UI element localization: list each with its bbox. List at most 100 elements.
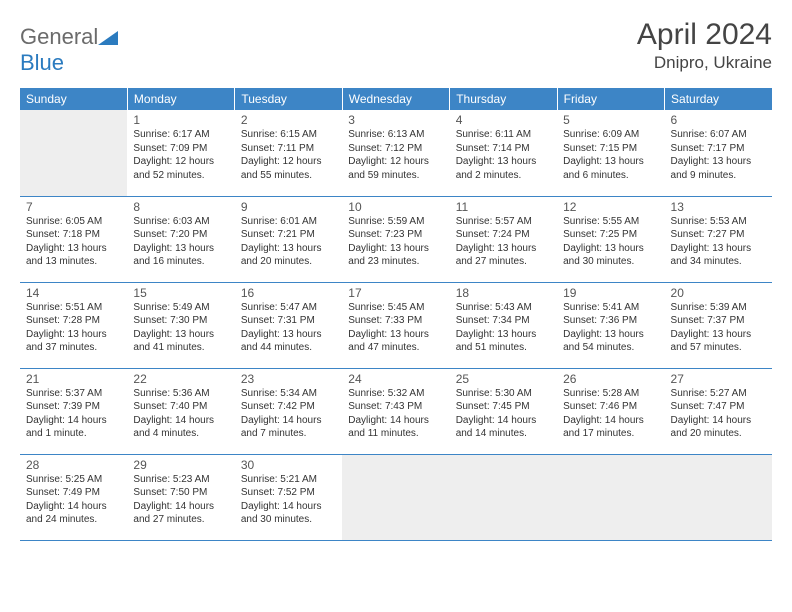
day-info: Sunrise: 5:45 AMSunset: 7:33 PMDaylight:… xyxy=(348,301,443,355)
daylight-text-1: Daylight: 14 hours xyxy=(671,414,766,428)
calendar-cell: 23Sunrise: 5:34 AMSunset: 7:42 PMDayligh… xyxy=(235,368,342,454)
day-info: Sunrise: 5:30 AMSunset: 7:45 PMDaylight:… xyxy=(456,387,551,441)
calendar-cell: 3Sunrise: 6:13 AMSunset: 7:12 PMDaylight… xyxy=(342,110,449,196)
calendar-cell: 7Sunrise: 6:05 AMSunset: 7:18 PMDaylight… xyxy=(20,196,127,282)
brand-text: GeneralBlue xyxy=(20,24,118,76)
day-info: Sunrise: 6:17 AMSunset: 7:09 PMDaylight:… xyxy=(133,128,228,182)
day-info: Sunrise: 5:23 AMSunset: 7:50 PMDaylight:… xyxy=(133,473,228,527)
daylight-text-2: and 13 minutes. xyxy=(26,255,121,269)
day-number: 6 xyxy=(671,113,766,127)
daylight-text-1: Daylight: 14 hours xyxy=(26,414,121,428)
daylight-text-1: Daylight: 13 hours xyxy=(456,155,551,169)
calendar-cell: 8Sunrise: 6:03 AMSunset: 7:20 PMDaylight… xyxy=(127,196,234,282)
daylight-text-2: and 27 minutes. xyxy=(456,255,551,269)
daylight-text-1: Daylight: 14 hours xyxy=(241,414,336,428)
calendar-cell: 28Sunrise: 5:25 AMSunset: 7:49 PMDayligh… xyxy=(20,454,127,540)
day-number: 1 xyxy=(133,113,228,127)
calendar-page: GeneralBlue April 2024 Dnipro, Ukraine S… xyxy=(0,0,792,541)
sunrise-text: Sunrise: 5:59 AM xyxy=(348,215,443,229)
sunset-text: Sunset: 7:50 PM xyxy=(133,486,228,500)
day-number: 28 xyxy=(26,458,121,472)
sunrise-text: Sunrise: 6:11 AM xyxy=(456,128,551,142)
day-number: 18 xyxy=(456,286,551,300)
dow-header: Wednesday xyxy=(342,88,449,110)
calendar-cell-empty xyxy=(557,454,664,540)
dow-header: Thursday xyxy=(450,88,557,110)
day-number: 14 xyxy=(26,286,121,300)
daylight-text-2: and 57 minutes. xyxy=(671,341,766,355)
daylight-text-2: and 44 minutes. xyxy=(241,341,336,355)
daylight-text-2: and 37 minutes. xyxy=(26,341,121,355)
daylight-text-1: Daylight: 13 hours xyxy=(563,155,658,169)
sunrise-text: Sunrise: 6:01 AM xyxy=(241,215,336,229)
sunrise-text: Sunrise: 5:55 AM xyxy=(563,215,658,229)
daylight-text-1: Daylight: 13 hours xyxy=(26,242,121,256)
daylight-text-1: Daylight: 13 hours xyxy=(456,328,551,342)
sunset-text: Sunset: 7:30 PM xyxy=(133,314,228,328)
daylight-text-1: Daylight: 13 hours xyxy=(348,328,443,342)
day-info: Sunrise: 5:57 AMSunset: 7:24 PMDaylight:… xyxy=(456,215,551,269)
daylight-text-2: and 52 minutes. xyxy=(133,169,228,183)
day-number: 3 xyxy=(348,113,443,127)
daylight-text-2: and 4 minutes. xyxy=(133,427,228,441)
sunset-text: Sunset: 7:33 PM xyxy=(348,314,443,328)
sunset-text: Sunset: 7:14 PM xyxy=(456,142,551,156)
dow-header: Tuesday xyxy=(235,88,342,110)
daylight-text-1: Daylight: 13 hours xyxy=(671,155,766,169)
daylight-text-2: and 16 minutes. xyxy=(133,255,228,269)
day-info: Sunrise: 5:32 AMSunset: 7:43 PMDaylight:… xyxy=(348,387,443,441)
calendar-week-row: 7Sunrise: 6:05 AMSunset: 7:18 PMDaylight… xyxy=(20,196,772,282)
sunrise-text: Sunrise: 5:30 AM xyxy=(456,387,551,401)
dow-header: Sunday xyxy=(20,88,127,110)
dow-header: Friday xyxy=(557,88,664,110)
day-info: Sunrise: 6:09 AMSunset: 7:15 PMDaylight:… xyxy=(563,128,658,182)
daylight-text-2: and 11 minutes. xyxy=(348,427,443,441)
day-info: Sunrise: 6:07 AMSunset: 7:17 PMDaylight:… xyxy=(671,128,766,182)
day-info: Sunrise: 5:21 AMSunset: 7:52 PMDaylight:… xyxy=(241,473,336,527)
calendar-head: SundayMondayTuesdayWednesdayThursdayFrid… xyxy=(20,88,772,110)
daylight-text-1: Daylight: 13 hours xyxy=(563,328,658,342)
sunset-text: Sunset: 7:17 PM xyxy=(671,142,766,156)
sunrise-text: Sunrise: 5:45 AM xyxy=(348,301,443,315)
sunset-text: Sunset: 7:21 PM xyxy=(241,228,336,242)
calendar-cell: 22Sunrise: 5:36 AMSunset: 7:40 PMDayligh… xyxy=(127,368,234,454)
daylight-text-1: Daylight: 13 hours xyxy=(671,328,766,342)
calendar-table: SundayMondayTuesdayWednesdayThursdayFrid… xyxy=(20,88,772,541)
day-info: Sunrise: 5:36 AMSunset: 7:40 PMDaylight:… xyxy=(133,387,228,441)
day-number: 8 xyxy=(133,200,228,214)
day-number: 30 xyxy=(241,458,336,472)
daylight-text-1: Daylight: 13 hours xyxy=(133,328,228,342)
daylight-text-2: and 1 minute. xyxy=(26,427,121,441)
sunrise-text: Sunrise: 5:37 AM xyxy=(26,387,121,401)
sunset-text: Sunset: 7:15 PM xyxy=(563,142,658,156)
sunset-text: Sunset: 7:45 PM xyxy=(456,400,551,414)
daylight-text-2: and 27 minutes. xyxy=(133,513,228,527)
daylight-text-2: and 34 minutes. xyxy=(671,255,766,269)
calendar-cell: 11Sunrise: 5:57 AMSunset: 7:24 PMDayligh… xyxy=(450,196,557,282)
daylight-text-1: Daylight: 14 hours xyxy=(563,414,658,428)
sunrise-text: Sunrise: 5:28 AM xyxy=(563,387,658,401)
calendar-cell: 2Sunrise: 6:15 AMSunset: 7:11 PMDaylight… xyxy=(235,110,342,196)
daylight-text-1: Daylight: 14 hours xyxy=(133,414,228,428)
day-number: 2 xyxy=(241,113,336,127)
day-number: 19 xyxy=(563,286,658,300)
daylight-text-2: and 23 minutes. xyxy=(348,255,443,269)
sunset-text: Sunset: 7:43 PM xyxy=(348,400,443,414)
calendar-cell: 4Sunrise: 6:11 AMSunset: 7:14 PMDaylight… xyxy=(450,110,557,196)
day-number: 5 xyxy=(563,113,658,127)
day-info: Sunrise: 6:15 AMSunset: 7:11 PMDaylight:… xyxy=(241,128,336,182)
daylight-text-2: and 51 minutes. xyxy=(456,341,551,355)
calendar-cell: 9Sunrise: 6:01 AMSunset: 7:21 PMDaylight… xyxy=(235,196,342,282)
sunset-text: Sunset: 7:37 PM xyxy=(671,314,766,328)
day-info: Sunrise: 6:13 AMSunset: 7:12 PMDaylight:… xyxy=(348,128,443,182)
day-info: Sunrise: 5:43 AMSunset: 7:34 PMDaylight:… xyxy=(456,301,551,355)
calendar-cell: 21Sunrise: 5:37 AMSunset: 7:39 PMDayligh… xyxy=(20,368,127,454)
sunset-text: Sunset: 7:39 PM xyxy=(26,400,121,414)
day-number: 27 xyxy=(671,372,766,386)
page-header: GeneralBlue April 2024 Dnipro, Ukraine xyxy=(20,18,772,76)
calendar-cell: 16Sunrise: 5:47 AMSunset: 7:31 PMDayligh… xyxy=(235,282,342,368)
day-info: Sunrise: 5:49 AMSunset: 7:30 PMDaylight:… xyxy=(133,301,228,355)
brand-part1: General xyxy=(20,24,98,49)
daylight-text-1: Daylight: 14 hours xyxy=(348,414,443,428)
daylight-text-2: and 20 minutes. xyxy=(241,255,336,269)
